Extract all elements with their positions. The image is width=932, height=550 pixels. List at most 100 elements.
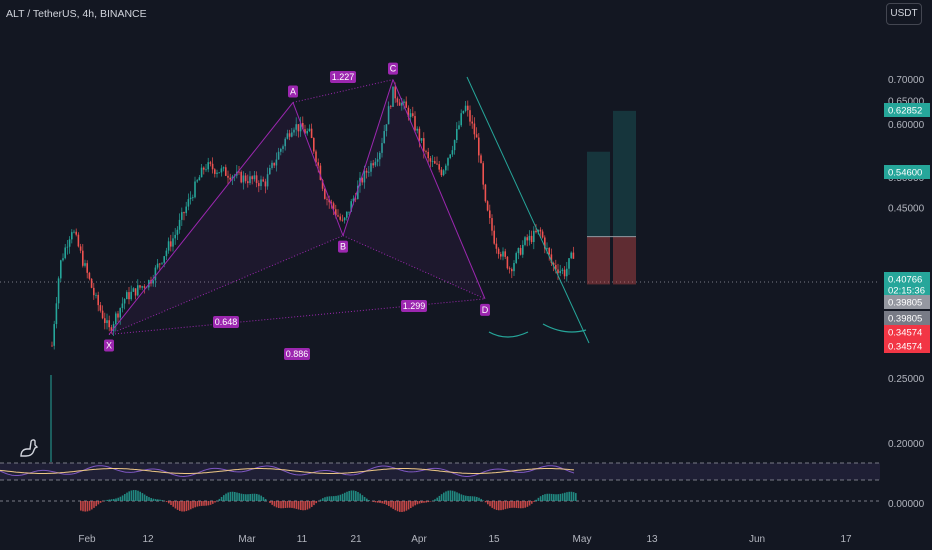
macd-bar [509,501,511,509]
macd-bar [295,501,298,509]
pattern-point-bg [480,303,490,316]
candle [189,191,192,205]
macd-bar [102,501,104,502]
candle-body [522,244,524,255]
candle [271,160,273,170]
candle-body [321,179,324,189]
macd-bar [108,499,111,501]
candle [478,132,480,163]
macd-bar [152,498,155,501]
candle [559,264,561,277]
pattern-ratio: 1.227 [330,71,356,83]
macd-bar [258,494,260,501]
pattern-point-label: B [340,242,346,252]
macd-bar [451,490,454,501]
macd-bar [423,501,425,503]
pattern-ratio-bg [284,348,310,360]
macd-bar [190,501,192,510]
pattern-point-bg [288,85,298,98]
candle-body [544,237,546,249]
macd-bar [363,496,366,501]
pattern-ratio-bg [330,71,356,83]
macd-bar [234,491,236,501]
macd-bar [242,494,245,501]
candle [374,158,377,168]
macd-bar [95,501,97,507]
tradingview-logo-icon[interactable] [18,436,42,460]
candle [427,147,429,165]
macd-bar [119,496,122,501]
candle-body [119,308,121,318]
price-tag-label: 0.54600 [888,168,922,179]
macd-bar [231,491,234,501]
macd-bar [176,501,179,510]
macd-bar [359,493,361,501]
macd-bar [570,491,573,501]
macd-bar [575,493,577,501]
macd-bar [520,501,522,509]
candle-body [211,163,214,170]
price-tag: 0.34574 [884,339,930,353]
candle-body [251,176,253,180]
candle-body [84,263,86,266]
macd-bar [205,501,207,506]
macd-bar [344,492,346,501]
candle [130,285,132,301]
candle-body [471,121,473,124]
candle [442,169,445,177]
candle [420,138,423,143]
price-tag-label: 0.39805 [888,298,922,309]
candle [337,209,339,218]
macd-bar [537,497,540,501]
trendline [466,76,590,344]
candles [50,82,575,462]
candle [132,287,135,293]
macd-bar [377,501,379,503]
candle [524,236,526,247]
candle-body [535,230,537,233]
macd-bar [434,499,436,501]
candle-body [95,294,97,296]
currency-button[interactable]: USDT [886,3,922,25]
price-tag: 0.40766 [884,272,930,286]
candle [128,287,130,305]
candle-body [548,247,550,255]
macd-bar [293,501,295,509]
candle [73,229,75,234]
candle [194,176,196,199]
candle-body [566,268,568,277]
candle-body [335,209,337,216]
candle [497,247,500,259]
candle-body [390,106,392,108]
macd-bar [522,501,524,509]
macd-bar [341,493,344,501]
pattern-ratio-label: 1.299 [403,301,426,311]
candle-body [214,169,216,174]
candle-body [500,254,502,257]
candle-body [363,170,366,183]
macd-bar [487,501,489,505]
pattern-ratio-label: 0.886 [286,349,309,359]
macd-bar [542,494,544,501]
candle [418,126,421,148]
candle-body [482,163,484,185]
candle [187,193,190,211]
stop-zone-1 [587,236,610,285]
candle-body [273,162,275,166]
oscillator-panes [0,462,880,512]
price-tag: 0.34574 [884,325,930,339]
candle-body [174,234,176,239]
candle-body [491,218,493,231]
candle [291,127,293,138]
candle-body [225,167,227,176]
candle-body [154,267,157,281]
pattern-point-b: B [338,240,348,253]
macd-bar [478,497,480,501]
candle-body [51,345,53,347]
candle [99,301,102,313]
macd-bar [308,501,311,509]
candle-body [60,260,62,279]
price-axis: 0.700000.650000.600000.500000.450000.300… [884,75,930,510]
candle-body [53,324,55,346]
